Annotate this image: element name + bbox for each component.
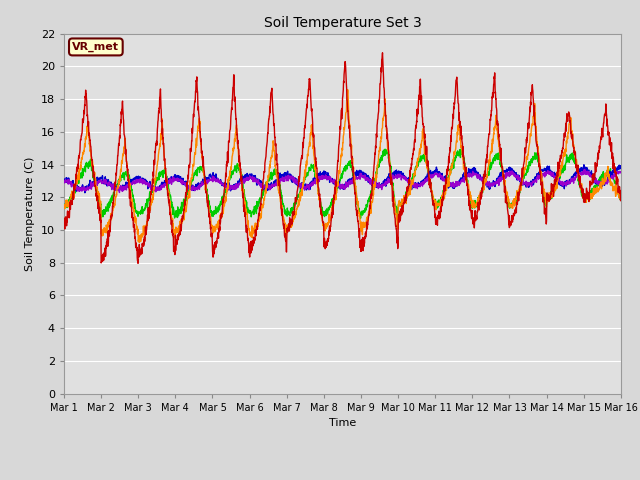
Tsoil -32cm	[504, 169, 512, 175]
Tsoil -8cm	[60, 202, 68, 207]
Line: Tsoil -8cm: Tsoil -8cm	[64, 149, 621, 218]
Tsoil -4cm	[371, 184, 379, 190]
Tsoil -8cm	[568, 156, 576, 161]
Tsoil -16cm	[371, 182, 379, 188]
Tsoil -4cm	[568, 132, 576, 138]
Tsoil -16cm	[60, 177, 68, 182]
Tsoil -8cm	[617, 197, 625, 203]
Tsoil -8cm	[584, 191, 591, 196]
Tsoil -8cm	[505, 204, 513, 210]
Tsoil -8cm	[381, 146, 389, 152]
Tsoil -2cm	[60, 219, 68, 225]
Tsoil -32cm	[584, 170, 591, 176]
Tsoil -2cm	[134, 261, 142, 266]
Tsoil -2cm	[371, 154, 379, 159]
Tsoil -32cm	[371, 182, 379, 188]
Tsoil -16cm	[81, 190, 89, 196]
Tsoil -32cm	[568, 176, 575, 181]
Tsoil -16cm	[359, 173, 367, 179]
Legend: Tsoil -2cm, Tsoil -4cm, Tsoil -8cm, Tsoil -16cm, Tsoil -32cm: Tsoil -2cm, Tsoil -4cm, Tsoil -8cm, Tsoi…	[95, 478, 589, 480]
Tsoil -32cm	[581, 167, 589, 172]
Line: Tsoil -4cm: Tsoil -4cm	[64, 90, 621, 242]
Tsoil -16cm	[584, 168, 591, 173]
Tsoil -4cm	[344, 87, 351, 93]
Tsoil -4cm	[60, 203, 68, 209]
Text: VR_met: VR_met	[72, 42, 119, 52]
Tsoil -2cm	[216, 224, 223, 229]
X-axis label: Time: Time	[329, 418, 356, 428]
Tsoil -16cm	[216, 179, 223, 185]
Tsoil -2cm	[379, 50, 387, 56]
Tsoil -4cm	[216, 217, 223, 223]
Tsoil -8cm	[371, 176, 379, 182]
Tsoil -2cm	[584, 192, 591, 197]
Tsoil -2cm	[359, 235, 367, 240]
Tsoil -16cm	[504, 167, 512, 173]
Tsoil -16cm	[568, 176, 575, 181]
Line: Tsoil -2cm: Tsoil -2cm	[64, 53, 621, 264]
Tsoil -2cm	[568, 135, 576, 141]
Tsoil -4cm	[617, 191, 625, 197]
Tsoil -2cm	[505, 216, 513, 222]
Tsoil -4cm	[505, 196, 513, 202]
Tsoil -32cm	[116, 190, 124, 195]
Tsoil -16cm	[580, 162, 588, 168]
Tsoil -4cm	[584, 194, 591, 200]
Title: Soil Temperature Set 3: Soil Temperature Set 3	[264, 16, 421, 30]
Line: Tsoil -16cm: Tsoil -16cm	[64, 165, 621, 193]
Tsoil -16cm	[617, 163, 625, 169]
Tsoil -8cm	[359, 211, 367, 216]
Tsoil -8cm	[356, 216, 364, 221]
Tsoil -32cm	[359, 175, 367, 180]
Tsoil -4cm	[359, 222, 367, 228]
Tsoil -4cm	[136, 240, 143, 245]
Tsoil -8cm	[216, 207, 223, 213]
Tsoil -2cm	[617, 197, 625, 203]
Tsoil -32cm	[60, 178, 68, 183]
Line: Tsoil -32cm: Tsoil -32cm	[64, 169, 621, 192]
Y-axis label: Soil Temperature (C): Soil Temperature (C)	[25, 156, 35, 271]
Tsoil -32cm	[617, 169, 625, 175]
Tsoil -32cm	[216, 178, 223, 184]
